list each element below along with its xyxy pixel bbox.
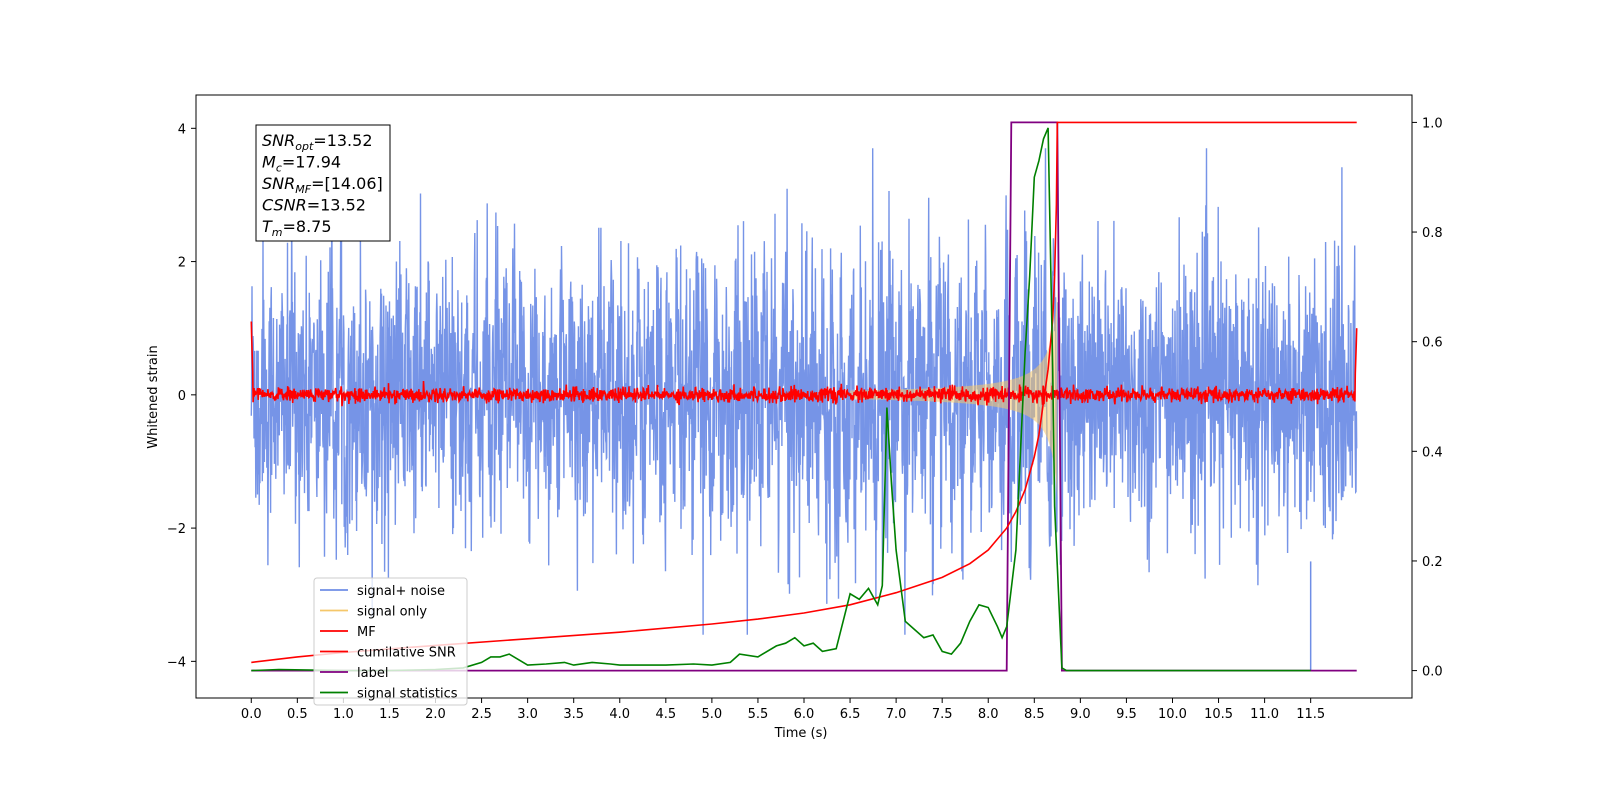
legend-entry-label: signal statistics	[357, 687, 458, 702]
annotation-line: Tm=8.75	[262, 217, 332, 239]
x-tick-label: 1.0	[333, 707, 354, 722]
x-tick-label: 9.5	[1116, 707, 1137, 722]
x-tick-label: 4.5	[655, 707, 676, 722]
x-tick-label: 10.0	[1158, 707, 1187, 722]
y-tick-label: −2	[167, 522, 186, 537]
y2-tick-label: 0.2	[1422, 555, 1443, 570]
series-signal-statistics-line	[251, 127, 1311, 672]
x-tick-label: 2.5	[471, 707, 492, 722]
x-tick-label: 8.0	[978, 707, 999, 722]
x-tick-label: 4.0	[609, 707, 630, 722]
y2-tick-label: 0.6	[1422, 336, 1443, 351]
y2-tick-label: 0.8	[1422, 226, 1443, 241]
x-tick-label: 11.5	[1296, 707, 1325, 722]
series-mf-line	[250, 321, 1358, 407]
legend-entry-label: cumilative SNR	[357, 646, 456, 661]
legend-entry-label: signal only	[357, 605, 427, 620]
y-tick-label: 0	[178, 389, 186, 404]
legend-entry-label: label	[357, 666, 388, 681]
series-signal-noise-line	[250, 148, 1358, 635]
y-axis-label: Whitened strain	[146, 345, 161, 448]
x-tick-label: 1.5	[379, 707, 400, 722]
y-tick-label: −4	[167, 655, 186, 670]
x-tick-label: 3.0	[517, 707, 538, 722]
x-tick-label: 6.0	[794, 707, 815, 722]
stats-annotation-box: SNRopt=13.52Mc=17.94SNRMF=[14.06]CSNR=13…	[255, 124, 391, 242]
y2-tick-label: 0.0	[1422, 665, 1443, 680]
x-tick-label: 7.0	[886, 707, 907, 722]
y-tick-label: 2	[178, 256, 186, 271]
x-tick-label: 8.5	[1024, 707, 1045, 722]
annotation-line: SNRMF=[14.06]	[262, 174, 383, 196]
x-axis-label: Time (s)	[774, 726, 828, 741]
legend-entry-label: signal+ noise	[357, 584, 445, 599]
y2-tick-label: 1.0	[1422, 116, 1443, 131]
series-layer	[250, 121, 1358, 672]
annotation-line: CSNR=13.52	[262, 196, 366, 215]
legend-entry-label: MF	[357, 625, 376, 640]
x-tick-label: 5.0	[702, 707, 723, 722]
y-tick-label: 4	[178, 122, 186, 137]
x-tick-label: 6.5	[840, 707, 861, 722]
x-tick-label: 0.5	[287, 707, 308, 722]
legend: signal+ noise signal only MF cumilative SNR…	[313, 577, 468, 706]
x-tick-label: 3.5	[563, 707, 584, 722]
axes-layer: 0.0 0.5 1.0 1.5 2.0 2.5 3.0 3.5 4.0 4.5 5.0 5.5 6.0 6…	[167, 116, 1443, 722]
annotation-box-frame	[255, 124, 391, 242]
series-cumulative-snr-line	[251, 121, 1357, 664]
legend-frame	[313, 577, 468, 706]
annotation-line: Mc=17.94	[262, 153, 341, 175]
x-tick-label: 5.5	[748, 707, 769, 722]
x-tick-label: 11.0	[1250, 707, 1279, 722]
annotation-line: SNRopt=13.52	[262, 131, 373, 153]
x-tick-label: 7.5	[932, 707, 953, 722]
x-tick-label: 2.0	[425, 707, 446, 722]
x-tick-label: 10.5	[1204, 707, 1233, 722]
y2-tick-label: 0.4	[1422, 445, 1443, 460]
x-tick-label: 0.0	[241, 707, 262, 722]
x-tick-label: 9.0	[1070, 707, 1091, 722]
